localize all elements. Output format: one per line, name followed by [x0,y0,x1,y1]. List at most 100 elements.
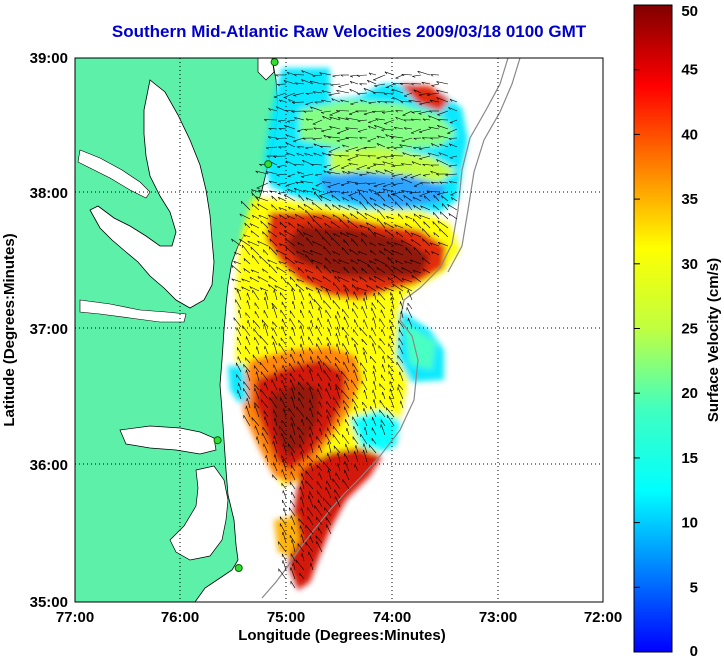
velocity-arrow [368,444,377,454]
velocity-arrow [419,191,431,197]
velocity-arrow [288,443,296,454]
velocity-arrow [381,328,386,337]
velocity-arrow [344,316,350,328]
velocity-arrow-head [297,205,300,209]
velocity-arrow-head [398,384,400,388]
velocity-arrow [251,189,260,193]
velocity-arrow [274,418,278,427]
velocity-arrow [306,364,314,373]
velocity-arrow [267,222,278,229]
velocity-arrow-head [372,399,375,403]
velocity-arrow-head [390,135,393,139]
velocity-arrow-head [276,174,280,177]
velocity-arrow [322,115,332,121]
velocity-arrow [273,462,278,472]
velocity-arrow [342,170,350,175]
velocity-arrow [331,98,341,103]
velocity-arrow [316,436,323,445]
velocity-arrow-head [276,266,279,270]
velocity-arrow [297,128,305,132]
velocity-arrow [347,155,359,161]
velocity-arrow-head [354,445,357,449]
velocity-arrow [354,343,359,355]
velocity-arrow [441,195,449,202]
velocity-arrow [321,236,332,247]
velocity-arrow-head [369,197,372,201]
james-river [79,299,187,323]
velocity-arrow [234,251,242,256]
velocity-arrow-head [274,285,277,289]
velocity-arrow [342,343,350,355]
velocity-arrow [254,405,260,418]
velocity-arrow [249,276,260,283]
velocity-arrow-head [336,419,338,423]
velocity-arrow [260,287,269,292]
velocity-arrow-head [408,99,412,103]
velocity-arrow-head [243,268,246,272]
velocity-arrow-head [373,203,376,207]
colorbar-tick-label: 25 [681,321,698,338]
velocity-arrow-head [305,254,307,258]
velocity-arrow-head [384,71,388,75]
velocity-arrow [316,325,323,337]
velocity-arrow [259,335,269,346]
velocity-arrow-head [367,264,369,268]
velocity-arrow-head [256,436,258,440]
velocity-arrow [323,170,332,175]
velocity-arrow-head [432,221,434,225]
velocity-arrow-head [359,225,363,228]
velocity-arrow-head [291,288,293,292]
velocity-arrow-head [243,234,246,238]
velocity-arrow-head [430,164,434,167]
velocity-arrow-head [301,70,304,73]
velocity-arrow [380,419,386,427]
velocity-arrow-head [260,220,262,224]
velocity-arrow-head [439,181,443,184]
velocity-arrow [336,386,341,400]
velocity-arrow-head [378,243,381,246]
velocity-arrow-head [412,155,416,158]
velocity-arrow [291,288,296,301]
velocity-arrow [290,464,296,472]
velocity-arrow [393,193,404,202]
velocity-arrow [439,228,449,238]
velocity-arrow [311,259,323,265]
velocity-arrow [238,309,242,319]
velocity-arrow [370,249,377,256]
velocity-arrow-head [297,426,299,430]
velocity-arrow [352,363,359,373]
velocity-arrow [362,347,368,355]
y-axis-label: Latitude (Degrees:Minutes) [1,233,18,426]
velocity-arrow-head [300,343,302,347]
velocity-arrow [448,137,458,139]
velocity-arrow-head [357,120,361,123]
velocity-arrow-head [401,140,405,142]
velocity-arrow-head [324,507,326,511]
velocity-arrow [301,496,305,508]
velocity-arrow-head [314,101,318,104]
velocity-arrow-head [379,409,381,413]
velocity-arrow [316,490,323,499]
velocity-arrow [332,250,341,256]
velocity-arrow-head [309,433,311,437]
velocity-arrow [273,355,278,364]
velocity-arrow-head [382,186,387,188]
velocity-arrow [281,455,287,463]
velocity-arrow [297,171,305,175]
velocity-arrow [448,164,458,167]
velocity-arrow [400,101,413,103]
velocity-arrow-head [390,155,394,158]
velocity-arrow-head [278,146,282,149]
velocity-arrow-head [322,181,325,184]
velocity-arrow [336,343,341,355]
velocity-arrow-head [373,292,375,296]
velocity-arrow-head [300,507,302,511]
velocity-arrow-head [419,103,423,106]
velocity-arrow-head [367,140,371,142]
velocity-arrow-head [265,171,269,174]
velocity-arrow [317,337,323,346]
velocity-arrow [308,551,314,562]
velocity-arrow-head [360,232,363,236]
velocity-arrow-head [338,259,341,263]
velocity-arrow [366,284,377,292]
